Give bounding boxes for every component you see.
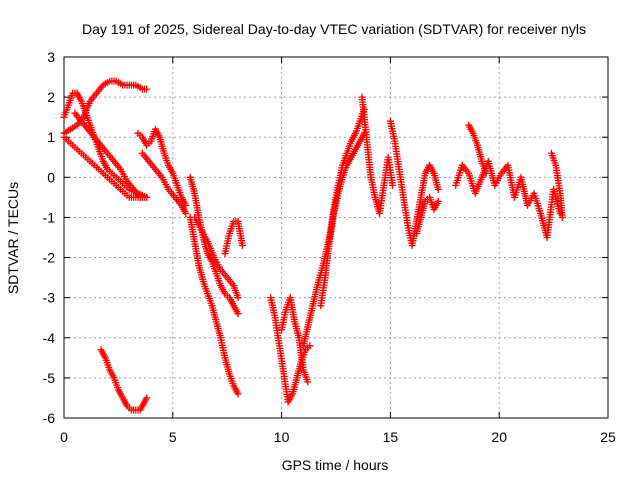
series-arc-21 [547, 149, 566, 221]
y-tick-label: 2 [47, 89, 55, 105]
x-tick-label: 20 [491, 429, 507, 445]
series-arc-13 [278, 294, 312, 386]
grid [64, 57, 608, 418]
data-point [136, 193, 144, 201]
series-arc-2 [60, 133, 151, 201]
y-tick-label: 3 [47, 49, 55, 65]
data-point [306, 342, 314, 350]
data-point [389, 181, 397, 189]
series-arc-3 [60, 77, 151, 137]
series-arc-6 [134, 125, 190, 209]
data-point [234, 390, 242, 398]
x-tick-label: 5 [169, 429, 177, 445]
x-tick-label: 15 [383, 429, 399, 445]
data-point [434, 197, 442, 205]
series-arc-4 [71, 109, 144, 201]
y-tick-label: -3 [43, 290, 56, 306]
x-tick-label: 10 [274, 429, 290, 445]
data-point [434, 185, 442, 193]
series-arc-20 [465, 121, 490, 177]
y-tick-label: 1 [47, 129, 55, 145]
y-tick-label: -2 [43, 250, 56, 266]
y-tick-label: 0 [47, 169, 55, 185]
y-tick-label: -6 [43, 410, 56, 426]
series-arc-18 [413, 193, 442, 237]
data-point [304, 378, 312, 386]
data-point [182, 209, 190, 217]
series-arc-12 [267, 294, 314, 406]
y-axis-label: SDTVAR / TECUs [5, 182, 21, 294]
y-tick-label: -5 [43, 370, 56, 386]
series-arc-8 [186, 213, 242, 398]
series-arc-10 [191, 213, 242, 302]
data-point [143, 85, 151, 93]
axis-ticks: -6 -5 -4 -3 -2 -1 0 1 2 3 0 5 10 15 20 25 [43, 49, 616, 445]
chart-title: Day 191 of 2025, Sidereal Day-to-day VTE… [82, 21, 586, 37]
data-point [143, 193, 151, 201]
x-tick-label: 25 [600, 429, 616, 445]
data-point [558, 213, 566, 221]
series-arc-16 [358, 93, 397, 217]
series-arc-7 [138, 149, 190, 217]
data-point [482, 169, 490, 177]
plot-frame [63, 56, 609, 419]
data-point [234, 294, 242, 302]
data-point [234, 310, 242, 318]
series-arc-15 [317, 129, 368, 310]
y-tick-label: -1 [43, 209, 56, 225]
data-point [238, 242, 246, 250]
series-arc-5 [97, 346, 151, 414]
data-points [60, 77, 566, 414]
y-tick-label: -4 [43, 330, 56, 346]
series-arc-11 [221, 217, 246, 258]
x-tick-label: 0 [60, 429, 68, 445]
series-arc-19 [452, 157, 564, 241]
x-axis-label: GPS time / hours [282, 457, 389, 473]
data-point [143, 394, 151, 402]
